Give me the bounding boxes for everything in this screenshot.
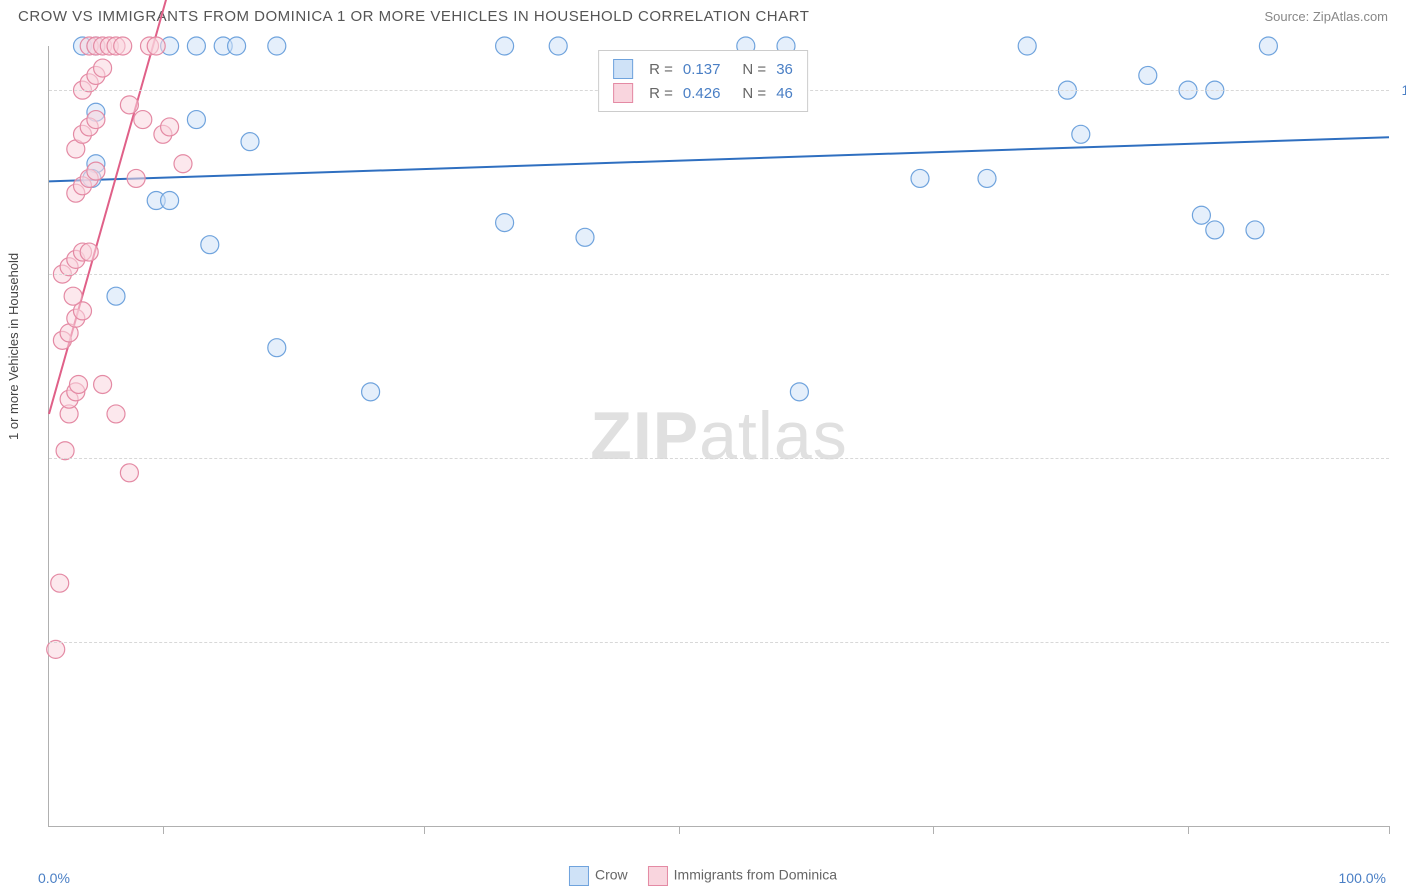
x-tick	[163, 826, 164, 834]
data-point	[362, 383, 380, 401]
data-point	[147, 37, 165, 55]
swatch-icon	[569, 866, 589, 886]
data-point	[174, 155, 192, 173]
data-point	[120, 464, 138, 482]
data-point	[790, 383, 808, 401]
data-point	[64, 287, 82, 305]
data-point	[94, 59, 112, 77]
data-point	[576, 228, 594, 246]
y-tick-label: 75.0%	[1394, 450, 1406, 466]
data-point	[1206, 221, 1224, 239]
data-point	[187, 111, 205, 129]
scatter-plot	[49, 46, 1389, 826]
x-tick	[1389, 826, 1390, 834]
data-point	[978, 169, 996, 187]
data-point	[496, 214, 514, 232]
data-point	[1139, 66, 1157, 84]
legend-item: Crow	[569, 866, 628, 886]
data-point	[94, 375, 112, 393]
y-tick-label: 100.0%	[1394, 82, 1406, 98]
chart-area: ZIPatlas 100.0%87.5%75.0%62.5%	[48, 46, 1389, 827]
data-point	[47, 640, 65, 658]
y-axis-label: 1 or more Vehicles in Household	[6, 253, 21, 440]
data-point	[107, 287, 125, 305]
data-point	[69, 375, 87, 393]
data-point	[228, 37, 246, 55]
stats-legend: R = 0.137N = 36R = 0.426N = 46	[598, 50, 808, 112]
legend-item: Immigrants from Dominica	[648, 866, 837, 886]
swatch-icon	[613, 59, 633, 79]
data-point	[87, 111, 105, 129]
gridline	[49, 274, 1389, 275]
data-point	[1072, 125, 1090, 143]
data-point	[268, 37, 286, 55]
data-point	[201, 236, 219, 254]
swatch-icon	[648, 866, 668, 886]
page-title: CROW VS IMMIGRANTS FROM DOMINICA 1 OR MO…	[18, 8, 809, 25]
y-tick-label: 62.5%	[1394, 634, 1406, 650]
data-point	[56, 442, 74, 460]
data-point	[496, 37, 514, 55]
data-point	[1018, 37, 1036, 55]
source-label: Source: ZipAtlas.com	[1264, 9, 1388, 24]
data-point	[114, 37, 132, 55]
x-tick	[424, 826, 425, 834]
stats-row: R = 0.426N = 46	[613, 81, 793, 105]
data-point	[1259, 37, 1277, 55]
data-point	[134, 111, 152, 129]
data-point	[120, 96, 138, 114]
x-axis-max-label: 100.0%	[1339, 870, 1386, 886]
data-point	[268, 339, 286, 357]
x-tick	[933, 826, 934, 834]
x-axis-min-label: 0.0%	[38, 870, 70, 886]
data-point	[549, 37, 567, 55]
data-point	[127, 169, 145, 187]
data-point	[107, 405, 125, 423]
x-tick	[679, 826, 680, 834]
data-point	[241, 133, 259, 151]
x-tick	[1188, 826, 1189, 834]
data-point	[1192, 206, 1210, 224]
data-point	[80, 243, 98, 261]
gridline	[49, 642, 1389, 643]
gridline	[49, 458, 1389, 459]
data-point	[911, 169, 929, 187]
swatch-icon	[613, 83, 633, 103]
data-point	[161, 118, 179, 136]
data-point	[51, 574, 69, 592]
stats-row: R = 0.137N = 36	[613, 57, 793, 81]
data-point	[161, 192, 179, 210]
data-point	[1246, 221, 1264, 239]
bottom-legend: Crow Immigrants from Dominica	[569, 866, 837, 886]
data-point	[87, 162, 105, 180]
y-tick-label: 87.5%	[1394, 266, 1406, 282]
data-point	[187, 37, 205, 55]
